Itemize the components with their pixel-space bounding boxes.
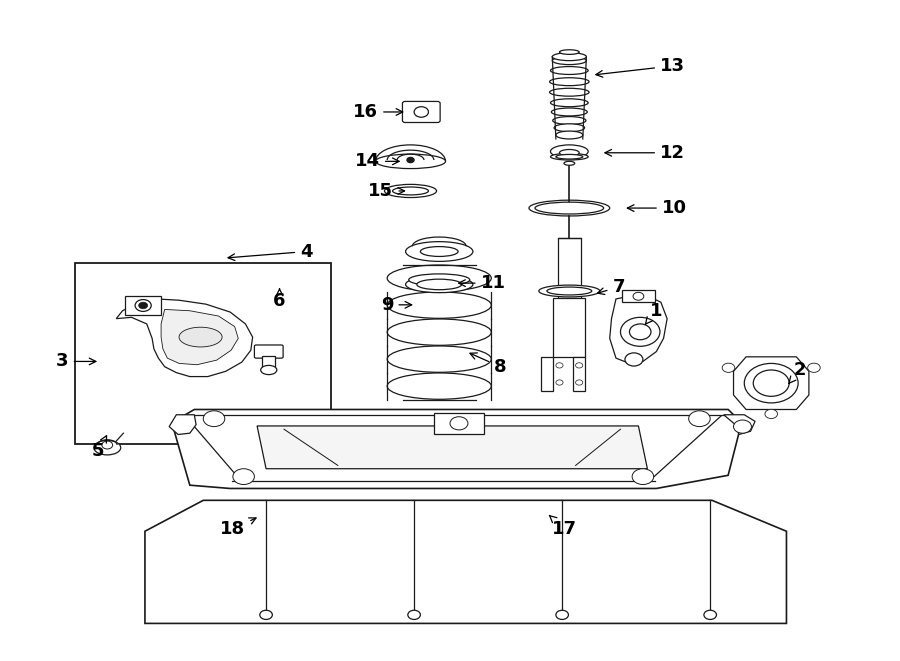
Ellipse shape <box>539 285 599 297</box>
Text: 17: 17 <box>549 516 577 538</box>
Ellipse shape <box>556 155 583 159</box>
Polygon shape <box>161 309 238 365</box>
Polygon shape <box>724 414 755 434</box>
Polygon shape <box>169 414 196 434</box>
Text: 13: 13 <box>596 57 685 77</box>
Circle shape <box>722 363 734 372</box>
Circle shape <box>102 441 112 449</box>
Text: 2: 2 <box>789 361 806 383</box>
Text: 15: 15 <box>368 182 405 200</box>
Ellipse shape <box>392 187 428 195</box>
Ellipse shape <box>406 276 473 293</box>
FancyBboxPatch shape <box>255 345 284 358</box>
Ellipse shape <box>417 279 462 290</box>
Circle shape <box>765 409 778 418</box>
Ellipse shape <box>550 89 590 96</box>
Circle shape <box>407 157 414 163</box>
Text: 12: 12 <box>605 144 685 162</box>
Circle shape <box>556 363 563 368</box>
Circle shape <box>135 299 151 311</box>
Ellipse shape <box>560 149 580 156</box>
Ellipse shape <box>564 161 575 165</box>
Bar <box>558 239 581 297</box>
Circle shape <box>620 317 660 346</box>
Ellipse shape <box>554 124 585 132</box>
Circle shape <box>633 292 643 300</box>
Ellipse shape <box>551 67 589 75</box>
Ellipse shape <box>560 50 580 54</box>
Ellipse shape <box>551 153 589 160</box>
Text: 10: 10 <box>627 199 687 217</box>
Circle shape <box>450 416 468 430</box>
Text: 6: 6 <box>274 289 286 310</box>
Ellipse shape <box>551 98 589 106</box>
Ellipse shape <box>553 53 587 61</box>
Polygon shape <box>257 426 647 469</box>
Ellipse shape <box>179 327 222 347</box>
Bar <box>75 262 330 444</box>
Circle shape <box>688 410 710 426</box>
Circle shape <box>556 610 569 619</box>
Circle shape <box>203 410 225 426</box>
Circle shape <box>556 380 563 385</box>
Ellipse shape <box>375 154 446 169</box>
Polygon shape <box>609 293 667 364</box>
Ellipse shape <box>94 440 121 455</box>
Bar <box>622 290 654 302</box>
Circle shape <box>704 610 716 619</box>
Polygon shape <box>172 409 742 488</box>
Bar <box>541 357 554 391</box>
Ellipse shape <box>547 287 592 295</box>
FancyBboxPatch shape <box>434 412 484 434</box>
Circle shape <box>807 363 820 372</box>
Text: 14: 14 <box>355 152 400 171</box>
Text: 3: 3 <box>56 352 96 370</box>
Circle shape <box>576 363 583 368</box>
Bar <box>263 356 275 368</box>
Ellipse shape <box>420 247 458 256</box>
Text: 9: 9 <box>381 296 411 314</box>
Polygon shape <box>734 357 809 409</box>
Polygon shape <box>145 500 787 623</box>
Polygon shape <box>116 299 253 377</box>
Text: 7: 7 <box>598 278 625 296</box>
Circle shape <box>408 610 420 619</box>
Text: 1: 1 <box>645 302 662 325</box>
Circle shape <box>632 469 653 485</box>
Text: 8: 8 <box>470 353 507 375</box>
Ellipse shape <box>384 184 436 198</box>
Ellipse shape <box>552 108 588 116</box>
Ellipse shape <box>409 274 470 286</box>
Ellipse shape <box>744 364 798 403</box>
Bar <box>554 297 586 357</box>
Circle shape <box>734 420 752 433</box>
Ellipse shape <box>406 242 473 261</box>
Text: 18: 18 <box>220 518 256 538</box>
Text: 4: 4 <box>228 243 312 260</box>
Circle shape <box>414 106 428 117</box>
Ellipse shape <box>553 57 587 65</box>
Ellipse shape <box>550 78 590 86</box>
Ellipse shape <box>753 370 789 397</box>
Bar <box>573 357 586 391</box>
Ellipse shape <box>553 116 586 124</box>
Text: 5: 5 <box>92 436 106 460</box>
Text: 11: 11 <box>459 274 506 292</box>
Ellipse shape <box>556 131 583 139</box>
Circle shape <box>233 469 255 485</box>
Circle shape <box>629 324 651 340</box>
FancyBboxPatch shape <box>402 101 440 122</box>
Ellipse shape <box>529 200 609 216</box>
Ellipse shape <box>551 145 589 158</box>
Ellipse shape <box>535 202 604 214</box>
Circle shape <box>260 610 273 619</box>
Ellipse shape <box>261 366 277 375</box>
FancyBboxPatch shape <box>125 295 161 315</box>
Circle shape <box>625 353 643 366</box>
Circle shape <box>139 302 148 309</box>
Circle shape <box>576 380 583 385</box>
Text: 16: 16 <box>353 103 403 121</box>
